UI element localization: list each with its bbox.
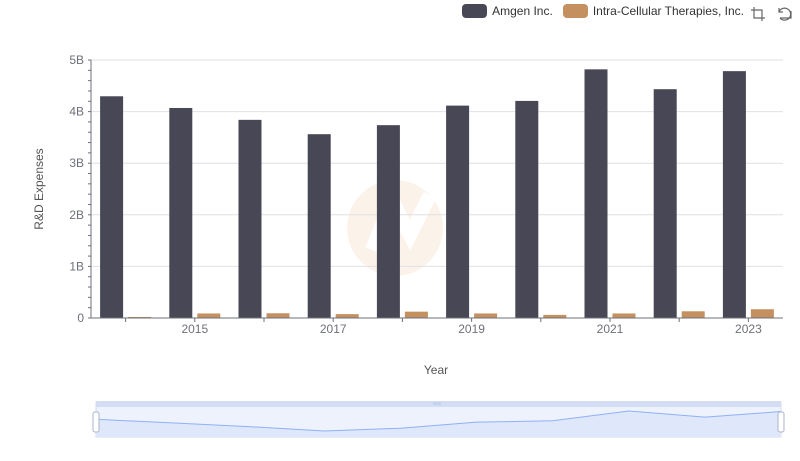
legend: Amgen Inc. Intra-Cellular Therapies, Inc… bbox=[462, 4, 744, 18]
x-tick-label: 2023 bbox=[735, 322, 762, 336]
zoom-icon[interactable] bbox=[750, 6, 766, 22]
legend-label-intra-cellular: Intra-Cellular Therapies, Inc. bbox=[592, 4, 744, 18]
x-tick-label: 2019 bbox=[458, 322, 485, 336]
bar-amgen-2019[interactable] bbox=[446, 105, 470, 318]
bar-amgen-2023[interactable] bbox=[722, 71, 746, 318]
bar-intra-cellular-2018[interactable] bbox=[404, 311, 428, 318]
bar-intra-cellular-2015[interactable] bbox=[197, 313, 221, 318]
bar-intra-cellular-2023[interactable] bbox=[750, 309, 774, 318]
data-zoom-line bbox=[95, 410, 782, 432]
legend-item-intra-cellular[interactable]: Intra-Cellular Therapies, Inc. bbox=[562, 4, 744, 18]
bar-intra-cellular-2022[interactable] bbox=[681, 311, 705, 318]
toolbox bbox=[750, 6, 792, 22]
data-zoom-handle-right[interactable] bbox=[777, 411, 785, 433]
y-tick-label: 3B bbox=[69, 156, 84, 170]
data-zoom-area bbox=[96, 411, 781, 437]
bar-amgen-2016[interactable] bbox=[238, 119, 262, 318]
legend-swatch-intra-cellular bbox=[562, 4, 588, 18]
y-tick-label: 2B bbox=[69, 208, 84, 222]
y-axis-title: R&D Expenses bbox=[32, 148, 46, 229]
bar-amgen-2020[interactable] bbox=[515, 100, 539, 319]
bar-intra-cellular-2019[interactable] bbox=[474, 313, 498, 318]
bar-intra-cellular-2016[interactable] bbox=[266, 313, 290, 318]
bar-intra-cellular-2021[interactable] bbox=[612, 313, 636, 318]
bar-amgen-2018[interactable] bbox=[376, 125, 400, 318]
y-tick-label: 4B bbox=[69, 105, 84, 119]
y-axis: 0 1B 2B 3B 4B 5B bbox=[69, 53, 92, 325]
x-tick-label: 2021 bbox=[597, 322, 624, 336]
y-tick-label: 5B bbox=[69, 53, 84, 67]
bars bbox=[100, 69, 774, 319]
bar-intra-cellular-2017[interactable] bbox=[335, 314, 359, 318]
x-tick-label: 2015 bbox=[181, 322, 208, 336]
legend-label-amgen: Amgen Inc. bbox=[492, 4, 553, 18]
bar-amgen-2017[interactable] bbox=[307, 134, 331, 318]
data-zoom-handle-left[interactable] bbox=[92, 411, 100, 433]
y-tick-label: 1B bbox=[69, 259, 84, 273]
x-axis: 2015 2017 2019 2021 2023 bbox=[91, 317, 783, 336]
restore-icon[interactable] bbox=[776, 6, 792, 22]
bar-amgen-2021[interactable] bbox=[584, 69, 608, 318]
y-tick-label: 0 bbox=[77, 311, 84, 325]
bar-intra-cellular-2020[interactable] bbox=[543, 314, 567, 318]
x-axis-title: Year bbox=[424, 363, 448, 377]
legend-item-amgen[interactable]: Amgen Inc. bbox=[462, 4, 553, 18]
data-zoom-move-grip[interactable] bbox=[433, 402, 441, 405]
bar-amgen-2014[interactable] bbox=[100, 96, 124, 318]
bar-amgen-2022[interactable] bbox=[653, 89, 677, 318]
data-zoom-slider[interactable] bbox=[92, 401, 785, 438]
x-tick-label: 2017 bbox=[320, 322, 347, 336]
legend-swatch-amgen bbox=[462, 4, 488, 18]
bar-intra-cellular-2014[interactable] bbox=[128, 316, 152, 318]
bar-amgen-2015[interactable] bbox=[169, 107, 193, 318]
